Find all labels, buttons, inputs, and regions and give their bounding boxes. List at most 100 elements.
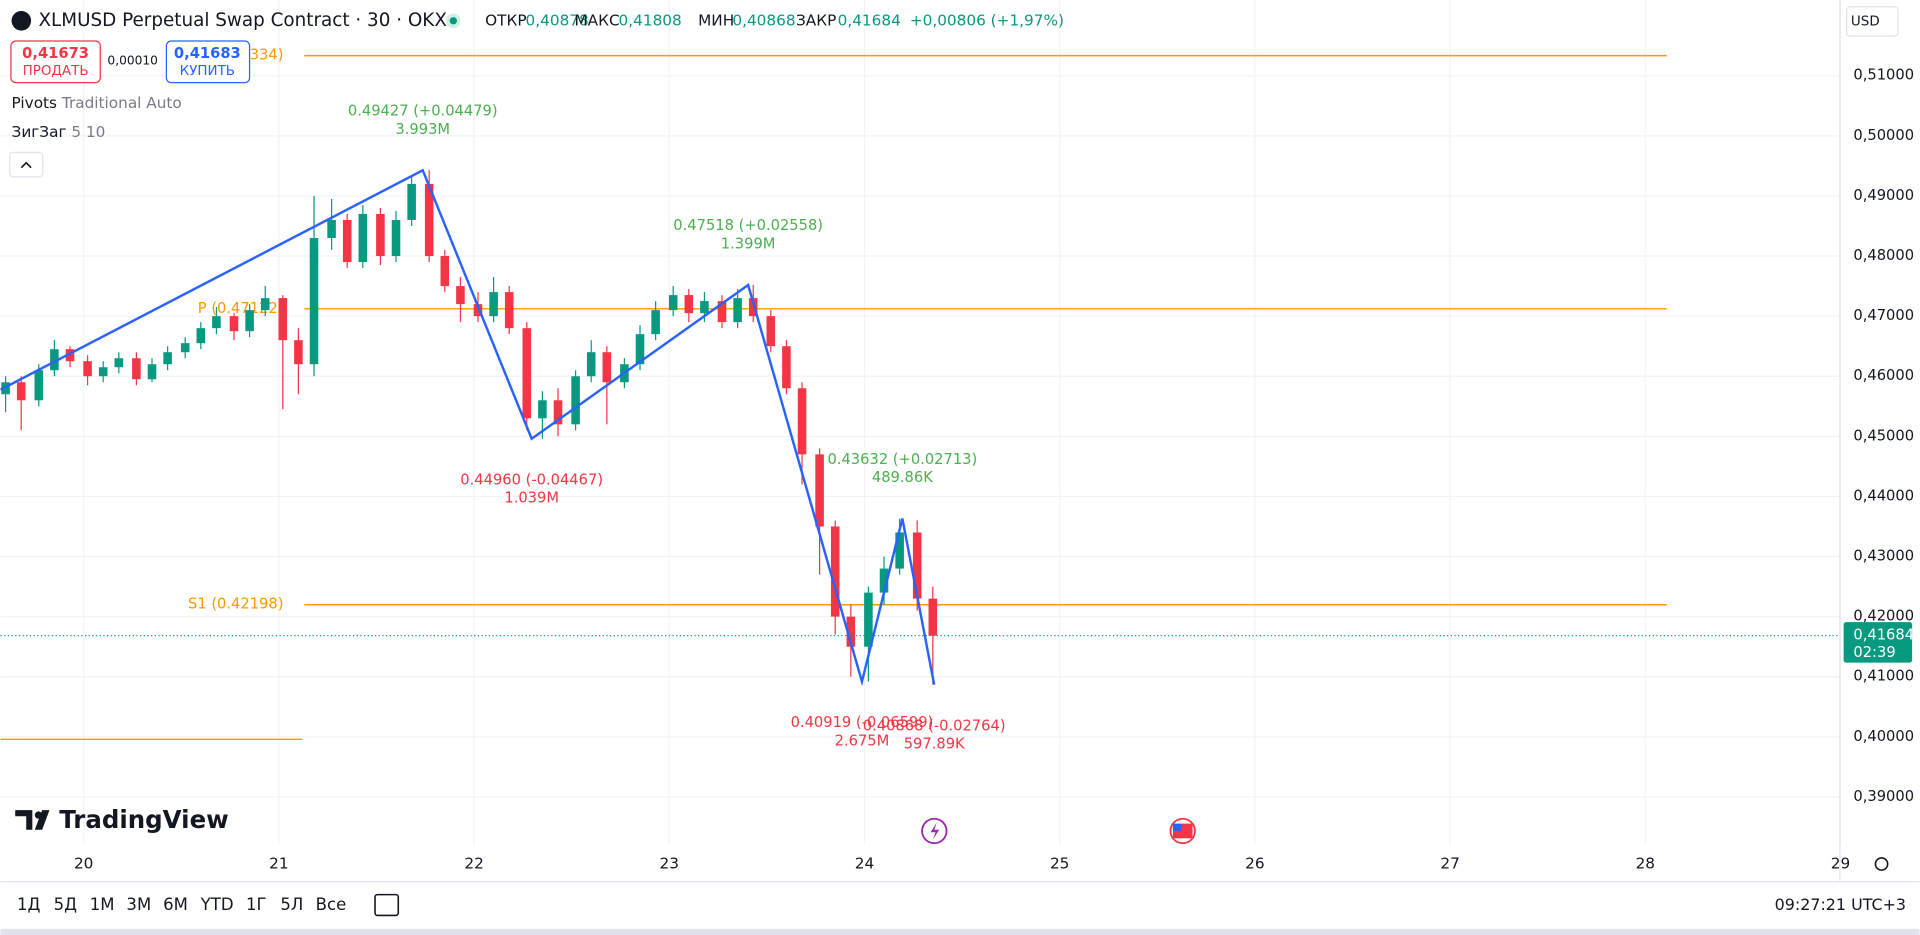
candle-body — [651, 310, 660, 335]
candle-body — [571, 376, 580, 425]
range-button[interactable]: 1Д — [17, 895, 41, 914]
candle-body — [797, 388, 807, 455]
last-price-label: 0,41684 — [1853, 627, 1914, 644]
candle-body — [815, 454, 824, 527]
candle-body — [229, 316, 239, 332]
candle-body — [245, 310, 254, 332]
candle-body — [440, 256, 450, 287]
zigzag-volume: 489.86K — [872, 469, 933, 486]
candle-body — [846, 616, 856, 647]
indicator-params: Traditional Auto — [61, 93, 182, 111]
candle-body — [114, 358, 124, 368]
candle-body — [147, 364, 157, 380]
candle-body — [327, 219, 336, 239]
zigzag-label: 0.47518 (+0.02558) — [673, 217, 823, 234]
calendar-icon[interactable] — [374, 893, 400, 917]
x-tick-label: 24 — [855, 855, 874, 873]
candle-body — [456, 286, 465, 305]
candle-body — [879, 568, 889, 593]
candle-body — [278, 298, 288, 341]
candle-body — [635, 334, 645, 365]
candle-body — [65, 349, 75, 362]
candle-body — [522, 328, 532, 419]
symbol-logo — [11, 11, 32, 31]
range-button[interactable]: 5Л — [280, 895, 303, 914]
lightning-icon — [930, 822, 940, 840]
candle-body — [98, 367, 108, 377]
ohlc-label: МИН — [698, 11, 734, 29]
y-tick-label: 0,42000 — [1853, 608, 1914, 625]
candle-body — [668, 295, 678, 311]
ohlc-label: ОТКР — [485, 11, 526, 29]
indicator-legend[interactable]: ЗигЗаг 5 10 — [12, 123, 106, 141]
spread: 0,00010 — [107, 54, 158, 68]
sell-price: 0,41673 — [22, 45, 89, 62]
candle-body — [586, 352, 596, 377]
candle-body — [504, 292, 514, 329]
sell-button[interactable] — [10, 40, 101, 84]
settings-icon[interactable] — [1874, 857, 1889, 871]
ohlc-value: 0,40878 — [526, 11, 589, 29]
range-button[interactable]: Все — [316, 895, 347, 914]
candle-body — [717, 301, 727, 323]
candle-body — [912, 532, 922, 599]
candle-body — [782, 346, 791, 389]
y-tick-label: 0,39000 — [1853, 788, 1914, 805]
candle-body — [538, 400, 547, 419]
plot-area: 0,39000 0,40000 0,41000 0,42000 0,43000 0,440… — [0, 0, 1914, 873]
y-tick-label: 0,47000 — [1853, 307, 1914, 324]
clock: 09:27:21 UTC+3 — [1775, 895, 1906, 914]
candle-body — [83, 361, 92, 377]
zigzag-label: 0.49427 (+0.04479) — [348, 103, 498, 120]
range-button[interactable]: 3М — [126, 895, 151, 914]
candle-body — [830, 526, 840, 617]
y-tick-label: 0,45000 — [1853, 427, 1914, 444]
countdown: 02:39 — [1853, 644, 1895, 661]
zigzag-label: 0.40919 (-0.06599) — [791, 714, 934, 731]
candle-body — [684, 295, 694, 314]
candle-body — [424, 183, 434, 257]
y-tick-label: 0,41000 — [1853, 668, 1914, 685]
range-buttons: 1Д 5Д 1М 3М 6М YTD 1Г 5Л Все — [17, 895, 346, 914]
tv-logo-text: TradingView — [59, 805, 229, 834]
range-button[interactable]: 1Г — [246, 895, 267, 914]
x-tick-label: 21 — [269, 855, 288, 873]
indicator-name: ЗигЗаг — [12, 123, 67, 141]
candle-body — [132, 358, 141, 380]
x-tick-label: 23 — [660, 855, 679, 873]
currency: USD — [1851, 14, 1880, 29]
zigzag-volume: 1.399M — [721, 236, 776, 253]
candle-body — [766, 316, 776, 347]
chevron-icon — [20, 161, 32, 169]
ohlc-change: +0,00806 (+1,97%) — [910, 11, 1064, 29]
range-button[interactable]: YTD — [200, 895, 234, 914]
zigzag-line — [0, 168, 936, 687]
range-button[interactable]: 6М — [163, 895, 188, 914]
bottom-bar — [0, 928, 1920, 935]
candle-body — [50, 349, 59, 371]
zigzag-volume: 597.89K — [904, 736, 965, 753]
candle-body — [342, 219, 352, 263]
range-button[interactable]: 5Д — [54, 895, 78, 914]
candle-body — [928, 598, 938, 636]
x-tick-label: 20 — [74, 855, 93, 873]
indicator-legend[interactable]: Pivots Traditional Auto — [12, 93, 182, 111]
candle-body — [260, 298, 270, 311]
pivot-label: P (0.47122) — [198, 300, 284, 317]
candle-body — [163, 352, 172, 365]
range-button[interactable]: 1М — [90, 895, 115, 914]
currency-button[interactable] — [1846, 6, 1899, 37]
candle-body — [407, 183, 416, 220]
collapse-button[interactable] — [9, 151, 44, 178]
candle-body — [180, 343, 190, 353]
pivot-label: S1 (0.42198) — [188, 596, 283, 613]
y-tick-label: 0,44000 — [1853, 487, 1914, 504]
buy-button[interactable] — [165, 40, 251, 84]
candle-body — [553, 400, 563, 425]
y-tick-label: 0,40000 — [1853, 728, 1914, 745]
candle-body — [391, 219, 401, 257]
y-tick-label: 0,43000 — [1853, 548, 1914, 565]
candle-body — [294, 340, 303, 365]
